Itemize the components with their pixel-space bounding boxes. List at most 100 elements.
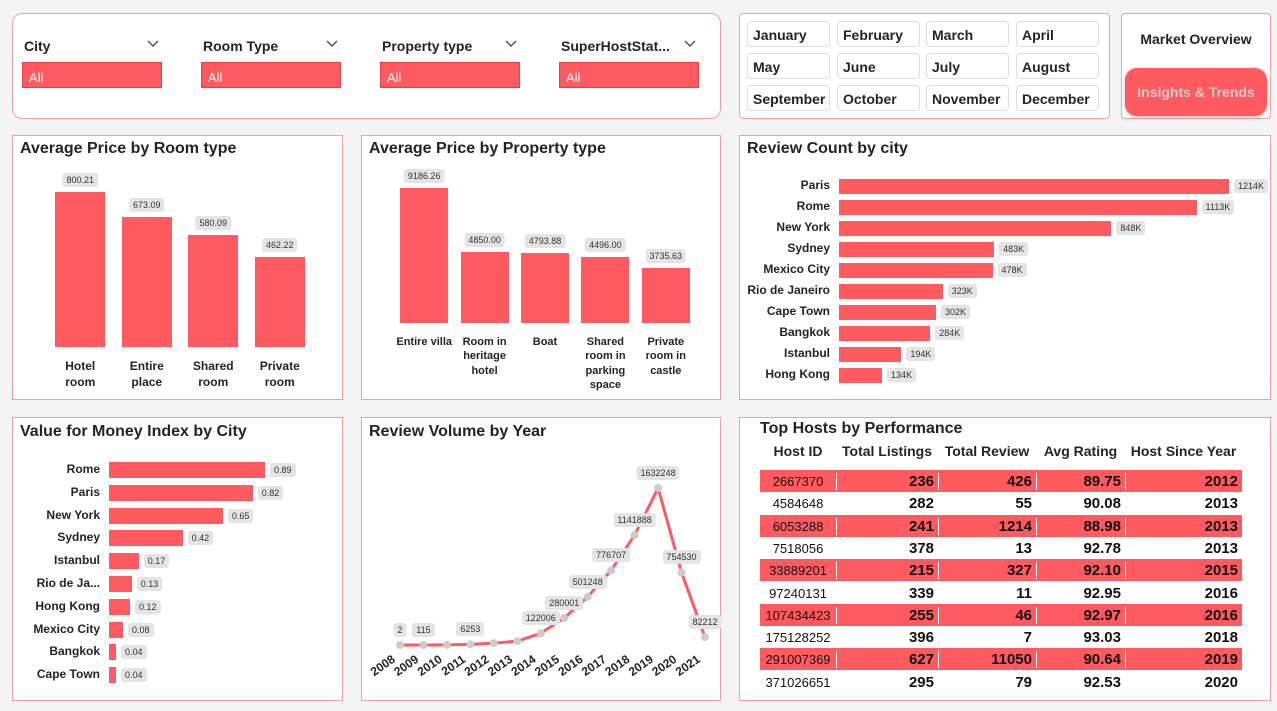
bar: [839, 199, 1197, 215]
table-cell: 97240131: [769, 585, 827, 601]
month-button[interactable]: August: [1016, 53, 1099, 79]
month-button[interactable]: July: [926, 53, 1009, 79]
data-label: 82212: [688, 615, 722, 630]
month-button[interactable]: May: [747, 53, 830, 79]
data-label: 302K: [941, 305, 971, 319]
nav-button[interactable]: Insights & Trends: [1125, 68, 1267, 116]
chart-title: Review Volume by Year: [369, 423, 547, 440]
data-label: 0.13: [136, 577, 163, 591]
table-cell: 236: [836, 473, 934, 490]
row-highlight: [760, 470, 1242, 492]
y-tick-label: Rome: [66, 462, 100, 476]
table-cell: 175128252: [765, 630, 831, 646]
month-button[interactable]: November: [926, 85, 1009, 111]
table-title: Top Hosts by Performance: [760, 420, 963, 437]
data-label: 9186.26: [403, 169, 445, 183]
bar: [641, 268, 690, 323]
table-cell: 13: [938, 539, 1032, 557]
table-cell: 92.97: [1036, 606, 1121, 624]
data-label: 134K: [887, 368, 917, 382]
x-tick-label: Shared room: [192, 359, 234, 389]
x-tick-label: Entire place: [129, 359, 164, 389]
y-tick-label: Sydney: [787, 241, 830, 255]
month-button[interactable]: December: [1016, 85, 1099, 111]
table-cell: 295: [836, 673, 934, 691]
data-label: 323K: [947, 284, 977, 298]
table-cell: 327: [938, 562, 1032, 580]
filter-dropdown[interactable]: All: [559, 62, 699, 88]
y-tick-label: Rio de Ja...: [36, 576, 100, 590]
bar: [109, 598, 131, 615]
column-header: Total Listings: [842, 443, 932, 459]
filter-label: Property type: [382, 38, 473, 54]
chart-title: Value for Money Index by City: [20, 423, 247, 440]
y-tick-label: Rio de Janeiro: [747, 283, 830, 297]
table-cell: 339: [836, 584, 934, 602]
table-cell: 7: [938, 629, 1032, 647]
data-label: 673.09: [128, 197, 165, 212]
chart-title: Average Price by Property type: [369, 140, 606, 157]
data-label: 580.09: [195, 215, 232, 230]
column-header: Host Since Year: [1130, 443, 1237, 459]
filter-label: City: [24, 38, 51, 54]
data-label: 0.12: [135, 599, 161, 614]
data-label: 1632248: [636, 466, 680, 480]
filter-dropdown[interactable]: All: [201, 62, 341, 88]
month-button[interactable]: March: [926, 21, 1009, 47]
data-label: 0.08: [128, 622, 154, 637]
bar: [839, 220, 1112, 236]
table-cell: 7518056: [772, 540, 824, 556]
table-cell: 93.03: [1036, 629, 1121, 647]
y-tick-label: New York: [776, 220, 830, 234]
month-button[interactable]: April: [1016, 21, 1099, 47]
table-cell: 255: [836, 606, 934, 624]
month-button[interactable]: October: [837, 85, 920, 111]
x-tick-label: Boat: [532, 336, 558, 348]
data-label: 754530: [662, 550, 701, 565]
table-cell: 90.08: [1036, 495, 1121, 513]
table-cell: 426: [938, 473, 1032, 490]
month-button[interactable]: September: [747, 85, 830, 111]
table-cell: 89.75: [1036, 473, 1121, 490]
x-tick-label: Hotel room: [65, 359, 96, 389]
x-tick-label: Private room: [259, 359, 300, 389]
bar: [109, 621, 124, 638]
table-cell: 4584648: [772, 496, 824, 512]
x-tick-label: Room in heritage hotel: [462, 336, 507, 377]
data-label: 4850.00: [464, 232, 505, 247]
y-tick-label: Bangkok: [49, 644, 100, 659]
data-label: 0.04: [121, 668, 147, 683]
month-button[interactable]: January: [747, 21, 830, 47]
table-cell: 92.78: [1036, 539, 1121, 557]
row-highlight: [760, 648, 1242, 671]
x-tick-label: Private room in castle: [645, 336, 686, 377]
filter-dropdown[interactable]: All: [380, 62, 520, 88]
y-tick-label: Rome: [796, 199, 830, 213]
bar: [121, 216, 172, 347]
bar: [109, 644, 116, 661]
chart-title: Average Price by Room type: [20, 140, 237, 157]
filter-label: Room Type: [203, 38, 279, 54]
data-label: 0.42: [187, 531, 214, 546]
month-button[interactable]: June: [837, 53, 920, 79]
data-label: 483K: [999, 242, 1029, 256]
bar: [521, 252, 569, 323]
nav-current[interactable]: Market Overview: [1140, 31, 1252, 47]
month-button[interactable]: February: [837, 21, 920, 47]
table-cell: 92.53: [1036, 673, 1121, 691]
data-label: 2: [393, 622, 407, 637]
bar: [839, 178, 1229, 194]
data-label: 4793.88: [524, 233, 566, 248]
table-cell: 2019: [1125, 651, 1238, 669]
table-cell: 2013: [1125, 517, 1238, 535]
bar: [839, 283, 943, 299]
data-label: 478K: [997, 263, 1027, 277]
bar: [254, 257, 305, 347]
filter-dropdown[interactable]: All: [22, 62, 162, 88]
x-tick-label: Entire villa: [396, 336, 452, 348]
table-cell: 92.95: [1036, 584, 1121, 602]
table-cell: 2020: [1125, 673, 1238, 691]
y-tick-label: Sydney: [57, 530, 100, 545]
data-label: 280001: [545, 596, 584, 611]
